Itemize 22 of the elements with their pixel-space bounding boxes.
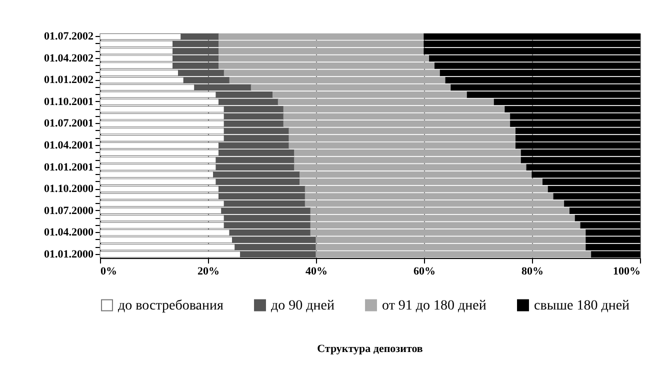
y-tick-label: 01.01.2002 [44,74,94,86]
y-tick-label: 01.07.2000 [44,204,94,217]
y-tick-label: 01.01.2001 [44,161,94,174]
legend-label: от 91 до 180 дней [382,298,487,314]
y-tick-label: 01.07.2002 [44,30,94,43]
x-tick-label: 60% [414,266,436,278]
y-tick-label: 01.10.2001 [44,96,94,108]
legend-label: до востребования [118,298,224,314]
y-tick-label: 01.10.2000 [44,183,94,196]
x-tick-label: 40% [306,266,328,278]
legend-label: свыше 180 дней [534,298,630,314]
y-tick-label: 01.04.2000 [44,226,94,239]
text: Структура депозитов [317,343,423,355]
x-tick-label: 0% [100,266,117,278]
x-tick-label: 100% [613,266,640,278]
y-tick-label: 01.04.2002 [44,52,94,64]
legend-label: до 90 дней [271,298,335,314]
x-tick-label: 80% [522,266,544,278]
y-tick-label: 01.01.2000 [44,248,94,260]
x-tick-label: 20% [198,266,220,278]
y-tick-label: 01.07.2001 [44,118,94,130]
y-tick-label: 01.04.2001 [44,140,94,152]
